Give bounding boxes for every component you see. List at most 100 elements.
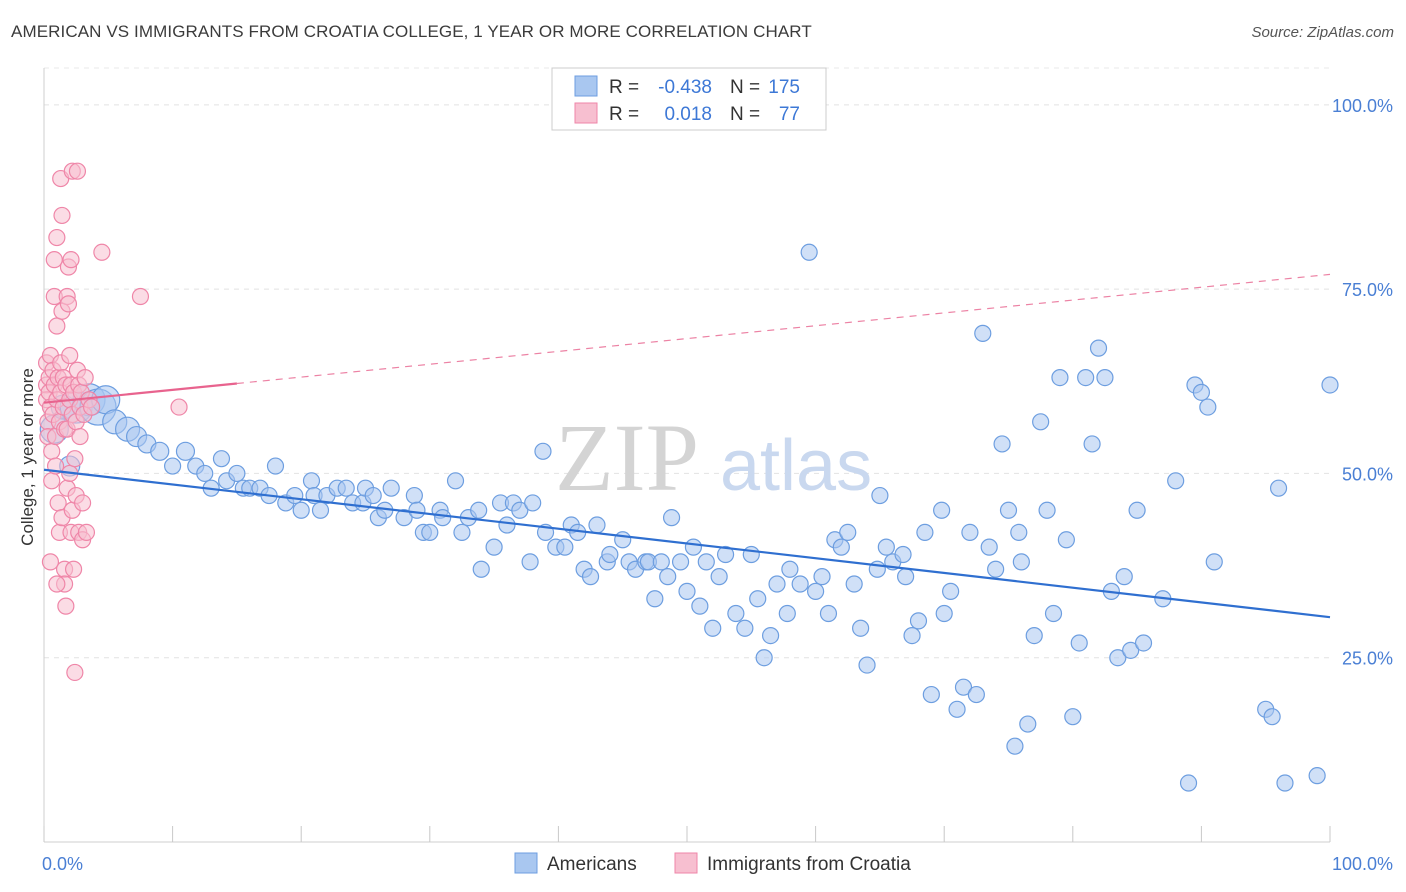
point-americans-158: [1205, 553, 1223, 571]
legend-r-label-americans: R =: [609, 77, 639, 98]
legend-r-value-americans: -0.438: [658, 77, 712, 98]
point-americans-141: [1070, 634, 1088, 652]
point-americans-88: [727, 604, 745, 623]
point-americans-99: [806, 582, 825, 600]
watermark-zip: ZIP: [555, 404, 699, 511]
point-americans-140: [1064, 708, 1082, 726]
point-americans-116: [916, 523, 934, 542]
point-americans-30: [311, 501, 330, 519]
chart-title: AMERICAN VS IMMIGRANTS FROM CROATIA COLL…: [11, 22, 812, 41]
legend-n-label-croatia: N =: [730, 104, 760, 125]
point-croatia-28: [53, 206, 71, 225]
y-tick-label-25: 25.0%: [1342, 649, 1393, 669]
point-americans-119: [935, 604, 953, 623]
point-croatia-55: [66, 450, 84, 468]
y-axis-label: College, 1 year or more: [18, 368, 37, 546]
point-americans-41: [395, 509, 413, 527]
point-americans-134: [1025, 626, 1043, 645]
point-americans-162: [1276, 774, 1294, 792]
point-americans-160: [1263, 708, 1281, 726]
series-croatia: [37, 162, 188, 682]
point-americans-13: [175, 441, 196, 461]
point-croatia-72: [93, 243, 111, 261]
point-americans-57: [511, 501, 529, 519]
point-croatia-10: [43, 472, 61, 490]
point-americans-124: [967, 685, 985, 704]
point-americans-77: [652, 553, 670, 571]
point-americans-164: [1321, 376, 1339, 394]
point-americans-125: [974, 324, 992, 342]
point-croatia-58: [68, 162, 87, 180]
point-americans-96: [781, 560, 799, 578]
point-americans-114: [903, 626, 921, 645]
point-americans-85: [704, 619, 722, 637]
source-credit: Source: ZipAtlas.com: [1251, 24, 1394, 41]
point-croatia-54: [66, 663, 84, 682]
watermark-atlas: atlas: [720, 426, 872, 506]
legend-bottom-label-americans: Americans: [547, 854, 637, 875]
point-americans-139: [1057, 531, 1075, 549]
point-americans-153: [1167, 472, 1185, 490]
point-americans-138: [1051, 369, 1069, 387]
legend-r-label-croatia: R =: [609, 104, 639, 125]
point-americans-117: [922, 685, 940, 704]
point-americans-49: [453, 523, 471, 542]
y-tick-label-50: 50.0%: [1342, 464, 1393, 484]
point-americans-126: [980, 538, 998, 556]
point-americans-95: [778, 604, 796, 623]
point-americans-82: [684, 538, 703, 556]
point-americans-103: [832, 538, 850, 556]
point-americans-81: [678, 582, 696, 600]
point-americans-87: [716, 545, 735, 564]
point-americans-26: [286, 486, 304, 505]
point-americans-121: [948, 700, 966, 718]
point-croatia-69: [77, 523, 96, 542]
gridlines: [44, 67, 1330, 659]
point-americans-110: [877, 538, 895, 556]
point-americans-63: [556, 538, 574, 556]
point-americans-40: [382, 479, 400, 497]
point-americans-80: [671, 553, 690, 571]
point-americans-19: [228, 464, 246, 483]
point-americans-79: [662, 509, 681, 527]
point-americans-118: [933, 501, 951, 519]
y-tick-label-75: 75.0%: [1342, 280, 1393, 300]
point-americans-48: [446, 472, 465, 490]
point-americans-45: [421, 523, 439, 542]
point-croatia-53: [64, 560, 83, 578]
point-americans-11: [150, 441, 170, 461]
point-croatia-73: [131, 287, 150, 306]
point-americans-27: [292, 501, 310, 519]
point-croatia-14: [45, 251, 63, 269]
point-americans-68: [588, 516, 606, 534]
point-americans-143: [1083, 435, 1101, 453]
watermark: ZIP atlas: [555, 404, 872, 511]
point-americans-52: [472, 560, 490, 578]
point-croatia-9: [43, 442, 61, 460]
point-americans-123: [961, 523, 979, 542]
point-americans-105: [845, 575, 863, 593]
point-croatia-22: [49, 494, 67, 512]
point-americans-148: [1115, 568, 1133, 586]
point-americans-130: [1006, 737, 1024, 755]
point-croatia-37: [57, 597, 75, 615]
point-americans-142: [1077, 369, 1095, 387]
legend-r-value-croatia: 0.018: [664, 104, 712, 125]
point-americans-122: [954, 678, 973, 696]
point-americans-24: [266, 457, 285, 475]
point-americans-101: [819, 604, 838, 623]
point-americans-58: [521, 553, 539, 571]
point-americans-12: [164, 457, 182, 475]
point-americans-86: [710, 568, 728, 586]
point-americans-17: [212, 450, 231, 468]
point-americans-131: [1010, 523, 1028, 542]
point-americans-100: [813, 568, 831, 586]
point-americans-151: [1134, 634, 1153, 652]
point-americans-93: [761, 626, 780, 645]
y-tick-labels: 100.0% 75.0% 50.0% 25.0%: [1332, 96, 1393, 669]
point-croatia-76: [48, 575, 66, 593]
trend-line-americans: [43, 468, 1331, 619]
point-americans-112: [894, 545, 912, 564]
legend-n-value-croatia: 77: [779, 104, 800, 125]
